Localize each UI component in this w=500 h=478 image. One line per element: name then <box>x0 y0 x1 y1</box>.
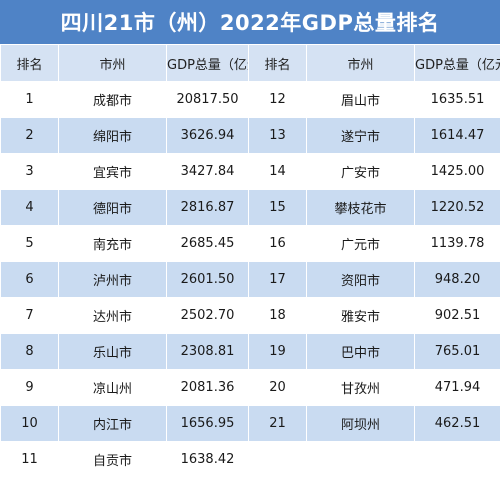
gdp-cell: 902.51 <box>415 298 500 334</box>
rank-cell: 8 <box>1 334 59 370</box>
gdp-cell <box>415 442 500 478</box>
gdp-cell: 3427.84 <box>167 154 249 190</box>
rank-cell <box>249 442 307 478</box>
city-cell: 绵阳市 <box>59 118 167 154</box>
city-cell: 南充市 <box>59 226 167 262</box>
rank-cell: 4 <box>1 190 59 226</box>
city-cell: 宜宾市 <box>59 154 167 190</box>
city-cell: 雅安市 <box>307 298 415 334</box>
header-city: 市州 <box>59 45 167 82</box>
rank-cell: 13 <box>249 118 307 154</box>
city-cell: 攀枝花市 <box>307 190 415 226</box>
rank-cell: 14 <box>249 154 307 190</box>
gdp-cell: 1638.42 <box>167 442 249 478</box>
city-cell: 乐山市 <box>59 334 167 370</box>
rank-cell: 9 <box>1 370 59 406</box>
gdp-cell: 2308.81 <box>167 334 249 370</box>
gdp-cell: 1614.47 <box>415 118 500 154</box>
city-cell: 广安市 <box>307 154 415 190</box>
rank-cell: 7 <box>1 298 59 334</box>
gdp-cell: 20817.50 <box>167 82 249 118</box>
city-cell: 阿坝州 <box>307 406 415 442</box>
rank-cell: 2 <box>1 118 59 154</box>
gdp-cell: 2502.70 <box>167 298 249 334</box>
table-header-row: 排名 市州 GDP总量（亿元） 排名 市州 GDP总量（亿元） <box>1 45 500 82</box>
gdp-cell: 3626.94 <box>167 118 249 154</box>
rank-cell: 6 <box>1 262 59 298</box>
gdp-cell: 948.20 <box>415 262 500 298</box>
city-cell <box>307 442 415 478</box>
gdp-cell: 1656.95 <box>167 406 249 442</box>
gdp-cell: 1635.51 <box>415 82 500 118</box>
city-cell: 广元市 <box>307 226 415 262</box>
rank-cell: 19 <box>249 334 307 370</box>
city-cell: 内江市 <box>59 406 167 442</box>
city-cell: 遂宁市 <box>307 118 415 154</box>
city-cell: 资阳市 <box>307 262 415 298</box>
gdp-cell: 2601.50 <box>167 262 249 298</box>
gdp-cell: 1139.78 <box>415 226 500 262</box>
ranking-figure: 四川21市（州）2022年GDP总量排名 排名 市州 GDP总量（亿元） 排名 … <box>0 0 500 468</box>
gdp-cell: 462.51 <box>415 406 500 442</box>
rank-cell: 11 <box>1 442 59 478</box>
gdp-cell: 2816.87 <box>167 190 249 226</box>
header-gdp: GDP总量（亿元） <box>415 45 500 82</box>
header-rank: 排名 <box>1 45 59 82</box>
page-title: 四川21市（州）2022年GDP总量排名 <box>0 0 500 44</box>
city-cell: 自贡市 <box>59 442 167 478</box>
rank-cell: 21 <box>249 406 307 442</box>
city-cell: 甘孜州 <box>307 370 415 406</box>
rank-cell: 15 <box>249 190 307 226</box>
city-cell: 德阳市 <box>59 190 167 226</box>
rank-cell: 12 <box>249 82 307 118</box>
rank-cell: 18 <box>249 298 307 334</box>
gdp-cell: 1220.52 <box>415 190 500 226</box>
gdp-cell: 471.94 <box>415 370 500 406</box>
header-rank: 排名 <box>249 45 307 82</box>
city-cell: 成都市 <box>59 82 167 118</box>
gdp-ranking-table: 排名 市州 GDP总量（亿元） 排名 市州 GDP总量（亿元） 1成都市2081… <box>0 44 500 478</box>
gdp-cell: 765.01 <box>415 334 500 370</box>
city-cell: 达州市 <box>59 298 167 334</box>
rank-cell: 3 <box>1 154 59 190</box>
rank-cell: 1 <box>1 82 59 118</box>
gdp-cell: 2081.36 <box>167 370 249 406</box>
gdp-cell: 2685.45 <box>167 226 249 262</box>
rank-cell: 10 <box>1 406 59 442</box>
rank-cell: 17 <box>249 262 307 298</box>
city-cell: 眉山市 <box>307 82 415 118</box>
city-cell: 凉山州 <box>59 370 167 406</box>
header-city: 市州 <box>307 45 415 82</box>
rank-cell: 20 <box>249 370 307 406</box>
city-cell: 巴中市 <box>307 334 415 370</box>
rank-cell: 16 <box>249 226 307 262</box>
header-gdp: GDP总量（亿元） <box>167 45 249 82</box>
rank-cell: 5 <box>1 226 59 262</box>
gdp-cell: 1425.00 <box>415 154 500 190</box>
city-cell: 泸州市 <box>59 262 167 298</box>
